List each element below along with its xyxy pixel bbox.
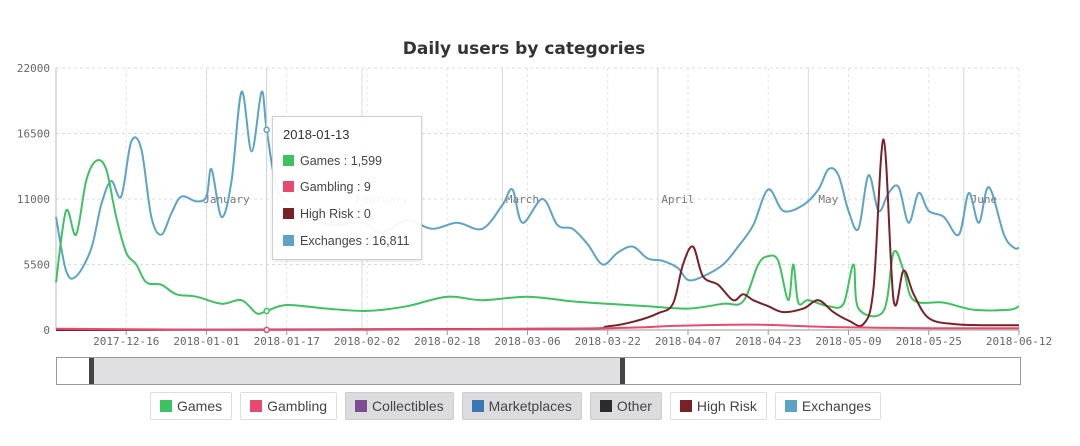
x-tick-label: 2018-04-23	[735, 335, 801, 348]
month-label: April	[661, 193, 694, 206]
hover-point-gambling	[263, 326, 270, 334]
range-handle-left[interactable]	[89, 358, 94, 384]
legend-swatch-exchanges	[784, 400, 797, 412]
range-handle-right[interactable]	[620, 358, 625, 384]
legend-item-other[interactable]: Other	[589, 392, 662, 420]
month-label: March	[506, 193, 539, 206]
tooltip-text-gambling: Gambling : 9	[300, 180, 371, 194]
legend-label-gambling: Gambling	[267, 398, 328, 414]
legend-label-high-risk: High Risk	[696, 398, 757, 414]
legend-item-collectibles[interactable]: Collectibles	[345, 392, 454, 420]
grid-lines	[56, 67, 1020, 331]
tooltip-row-gambling: Gambling : 9	[283, 180, 371, 194]
hover-point-exchanges	[263, 126, 270, 134]
y-tick-label: 22000	[17, 62, 50, 75]
tooltip-row-games: Games : 1,599	[283, 154, 382, 168]
y-tick-label: 11000	[17, 193, 50, 206]
tooltip-date: 2018-01-13	[283, 127, 350, 142]
legend-swatch-marketplaces	[471, 400, 484, 412]
x-tick-label: 2018-05-25	[896, 335, 962, 348]
y-tick-label: 5500	[24, 259, 51, 272]
legend-swatch-high-risk	[679, 400, 692, 412]
month-label: January	[203, 193, 250, 206]
chart-title: Daily users by categories	[403, 39, 646, 59]
series-line-high-risk	[55, 138, 1020, 331]
range-selection[interactable]	[91, 358, 621, 384]
tooltip-swatch-high-risk	[283, 208, 294, 219]
legend-swatch-gambling	[250, 400, 263, 412]
range-navigator[interactable]	[56, 357, 1021, 385]
tooltip-text-exchanges: Exchanges : 16,811	[300, 234, 410, 248]
y-tick-label: 16500	[17, 128, 50, 141]
series-line-games	[55, 159, 1020, 318]
legend-swatch-collectibles	[355, 400, 368, 412]
x-tick-label: 2018-03-06	[494, 335, 560, 348]
series-lines	[55, 90, 1020, 331]
x-tick-label: 2018-02-18	[414, 335, 480, 348]
tooltip-text-high-risk: High Risk : 0	[300, 207, 371, 221]
legend-label-exchanges: Exchanges	[801, 398, 872, 414]
legend: Games Gambling Collectibles Marketplaces…	[150, 392, 882, 420]
legend-label-games: Games	[177, 398, 223, 414]
x-tick-label: 2018-01-17	[254, 335, 320, 348]
legend-swatch-other	[599, 400, 612, 412]
legend-item-high-risk[interactable]: High Risk	[669, 392, 767, 420]
x-tick-label: 2018-02-02	[334, 335, 400, 348]
legend-item-exchanges[interactable]: Exchanges	[774, 392, 882, 420]
tooltip-swatch-gambling	[283, 181, 294, 192]
legend-item-games[interactable]: Games	[150, 392, 233, 420]
x-tick-label: 2018-04-07	[655, 335, 721, 348]
legend-label-marketplaces: Marketplaces	[488, 398, 572, 414]
legend-item-gambling[interactable]: Gambling	[240, 392, 338, 420]
x-tick-label: 2018-06-12	[986, 335, 1052, 348]
legend-item-marketplaces[interactable]: Marketplaces	[461, 392, 582, 420]
series-line-exchanges	[55, 90, 1020, 282]
legend-swatch-games	[160, 400, 172, 412]
x-tick-label: 2018-03-22	[575, 335, 641, 348]
x-tick-label: 2018-05-09	[815, 335, 881, 348]
x-tick-label: 2017-12-16	[93, 335, 159, 348]
legend-label-collectibles: Collectibles	[372, 398, 444, 414]
hover-markers	[263, 68, 270, 334]
y-tick-label: 0	[43, 324, 50, 337]
tooltip-swatch-games	[283, 155, 294, 166]
tooltip-row-exchanges: Exchanges : 16,811	[283, 234, 410, 248]
series-line-gambling	[55, 323, 1020, 331]
legend-label-other: Other	[616, 398, 652, 414]
tooltip-text-games: Games : 1,599	[300, 154, 382, 168]
axes: 05500110001650022000JanuaryFebruaryMarch…	[17, 62, 1052, 348]
x-tick-label: 2018-01-01	[173, 335, 239, 348]
hover-point-games	[263, 307, 270, 315]
tooltip-row-high-risk: High Risk : 0	[283, 207, 371, 221]
tooltip: 2018-01-13 Games : 1,599 Gambling : 9 Hi…	[272, 116, 422, 260]
tooltip-swatch-exchanges	[283, 235, 294, 246]
month-label: May	[818, 193, 838, 206]
